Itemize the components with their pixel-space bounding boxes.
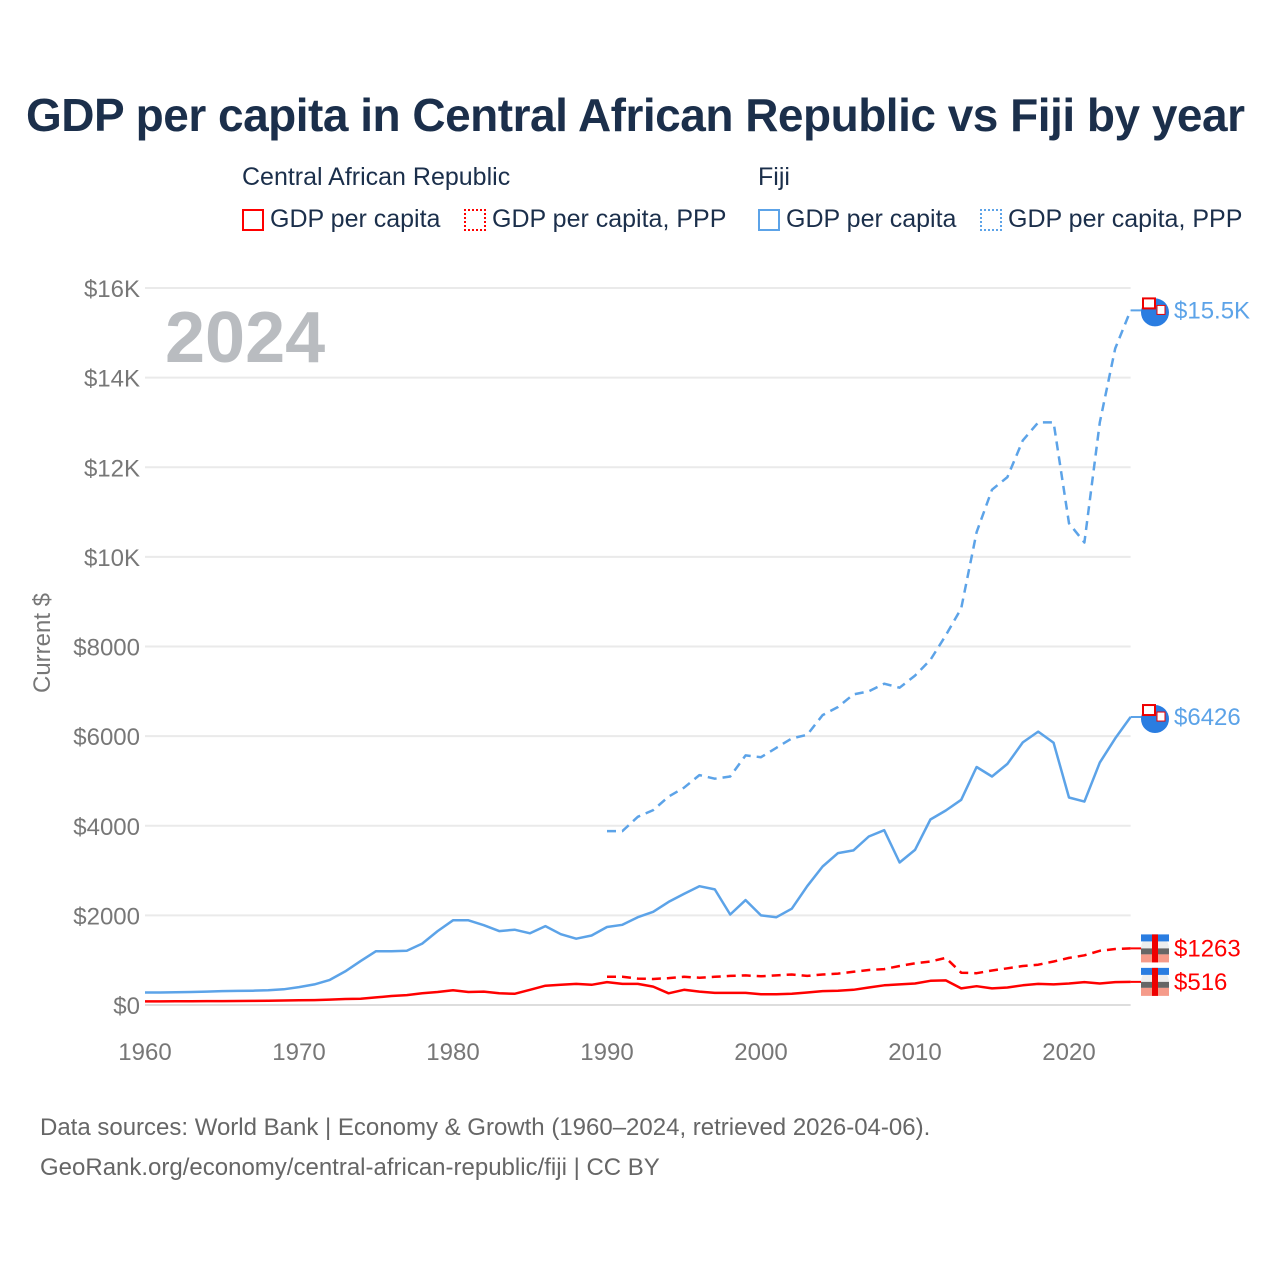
flag-shield [1156,711,1166,722]
y-tick-label: $0 [113,993,140,1020]
x-tick-label: 1970 [272,1039,325,1066]
car-flag-icon [1141,967,1169,996]
flag-band-red [1152,934,1158,963]
legend-label: GDP per capita [786,205,957,233]
y-tick-label: $10K [84,545,140,572]
legend-swatch-solid [242,208,264,231]
end-value-label: $516 [1174,969,1227,996]
legend-label: GDP per capita, PPP [1008,205,1243,233]
flag-band-red [1152,967,1158,996]
x-tick-label: 2000 [734,1039,787,1066]
y-tick-label: $8000 [73,635,140,662]
series-line-1 [145,716,1132,994]
series-line-2 [607,947,1131,981]
legend-car-gdp[interactable]: GDP per capita [242,205,440,234]
legend-group-car: Central African Republic [242,163,511,191]
flag-shield [1156,304,1166,315]
legend-car-ppp[interactable]: GDP per capita, PPP [464,205,726,234]
y-tick-label: $2000 [73,903,140,930]
legend-swatch-solid [758,208,780,231]
end-value-label: $15.5K [1174,297,1250,324]
legend-group-fiji: Fiji [758,163,790,191]
y-tick-label: $12K [84,455,140,482]
y-axis-label: Current $ [29,593,56,693]
fiji-flag-icon [1141,704,1169,734]
x-tick-label: 2010 [888,1039,941,1066]
x-tick-label: 1980 [426,1039,479,1066]
x-tick-label: 2020 [1042,1039,1095,1066]
flag-canton [1142,297,1156,310]
legend-label: GDP per capita, PPP [492,205,727,233]
source-line: Data sources: World Bank | Economy & Gro… [40,1114,931,1141]
y-tick-label: $16K [84,276,140,303]
legend-fiji-ppp[interactable]: GDP per capita, PPP [980,205,1242,234]
series-line-3 [145,979,1131,1003]
series-line-0 [607,309,1132,833]
fiji-flag-icon [1141,297,1169,327]
y-tick-label: $4000 [73,814,140,841]
x-tick-label: 1960 [118,1039,171,1066]
end-value-label: $6426 [1174,704,1241,731]
year-label: 2024 [165,298,325,378]
end-value-label: $1263 [1174,935,1241,962]
y-tick-label: $6000 [73,724,140,751]
legend-swatch-dotted [464,208,486,231]
x-tick-label: 1990 [580,1039,633,1066]
legend-swatch-dotted [980,208,1002,231]
legend-fiji-gdp[interactable]: GDP per capita [758,205,956,234]
flag-canton [1142,704,1156,717]
car-flag-icon [1141,934,1169,963]
source-note: Data sources: World Bank | Economy & Gro… [40,1108,930,1188]
source-url[interactable]: GeoRank.org/economy/central-african-repu… [40,1154,660,1181]
legend-label: GDP per capita [270,205,441,233]
y-tick-label: $14K [84,366,140,393]
chart-title: GDP per capita in Central African Republ… [26,89,1245,141]
